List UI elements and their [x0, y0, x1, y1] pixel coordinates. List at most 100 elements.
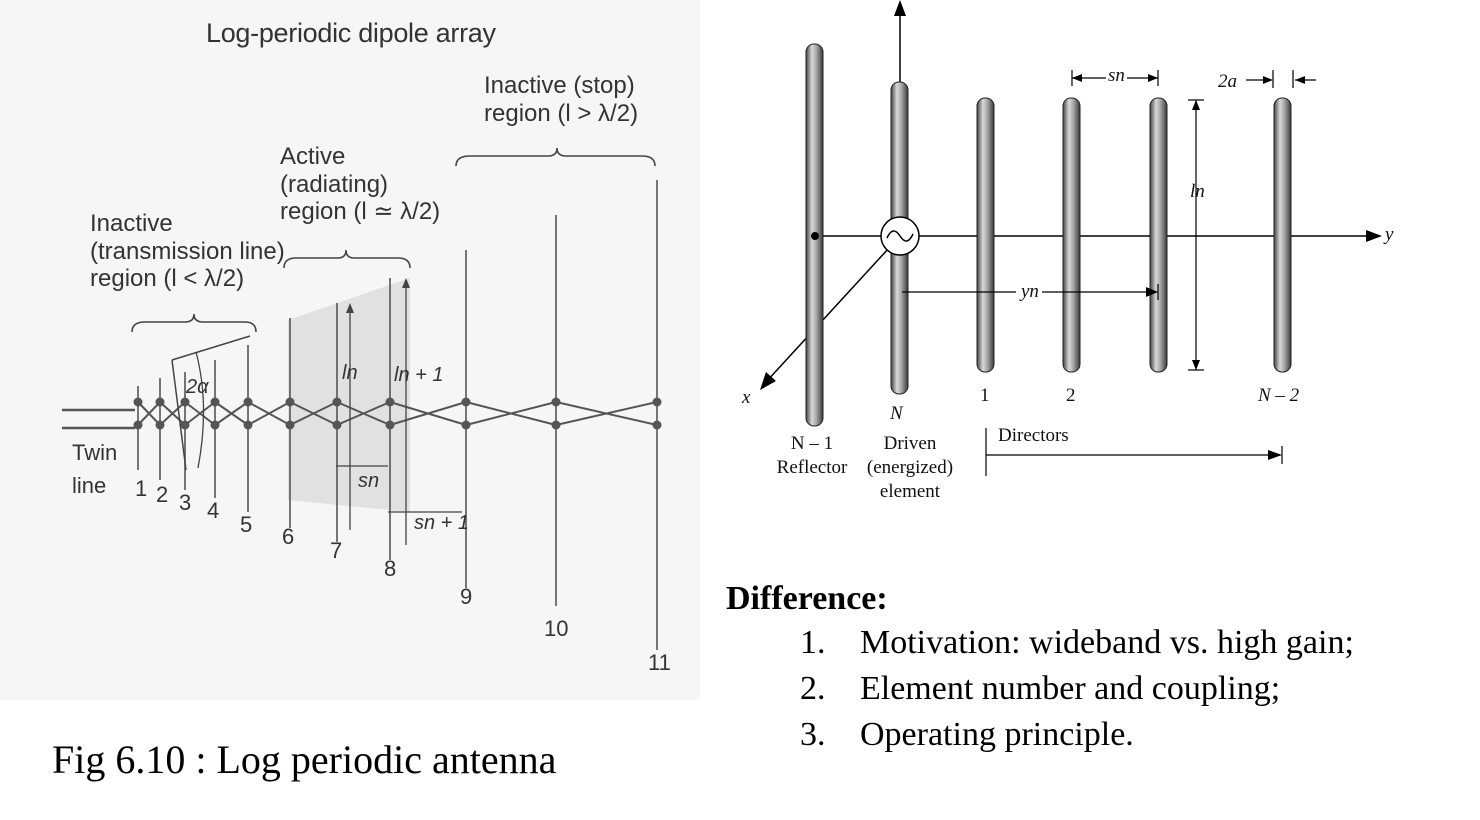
ln-label: ln [1190, 181, 1205, 202]
ln1-label: ln + 1 [394, 364, 444, 386]
active-region-shade [288, 278, 410, 512]
brace-inactive-tl [131, 313, 257, 333]
z-axis-arrow [894, 0, 906, 16]
lpda-feed-node [133, 397, 143, 407]
lpda-crossed-feed-segment [214, 401, 249, 426]
yagi-figure: y x sn 2a ln yn N – 1 Reflector N Driven… [740, 0, 1440, 520]
lpda-crossed-feed-segment [336, 401, 391, 426]
active-line3: region (l ≃ λ/2) [280, 198, 441, 226]
lpda-feed-node [332, 420, 342, 430]
active-region-label: Active (radiating) region (l ≃ λ/2) [280, 143, 440, 226]
director-n2-label: N – 2 [1258, 385, 1300, 406]
lpda-crossed-feed [137, 401, 658, 426]
element-number: 8 [384, 556, 397, 581]
lpda-feed-node [285, 397, 295, 407]
lpda-feed-node [385, 397, 395, 407]
twin-line2: line [72, 473, 107, 499]
lpda-feed-node [551, 420, 561, 430]
director-rod-2 [1062, 97, 1081, 373]
active-line1: Active [280, 143, 346, 170]
driven-line2: (energized) [866, 456, 954, 478]
director-rod-n2 [1273, 97, 1292, 373]
x-axis-arrow [760, 372, 776, 390]
reflector-label: N – 1 Reflector [762, 432, 862, 480]
list-text: Operating principle. [860, 716, 1134, 753]
lpda-feed-node [461, 420, 471, 430]
directors-label: Directors [998, 425, 1069, 446]
list-number: 2. [800, 670, 826, 707]
inactive-stop-label: Inactive (stop) region (l > λ/2) [484, 72, 638, 127]
reflector-junction-dot [811, 232, 819, 240]
lpda-diagram [62, 147, 662, 650]
lpda-feed-node [551, 397, 561, 407]
element-number: 11 [648, 650, 671, 675]
director-rod-3 [1149, 97, 1168, 373]
lpda-feed-node [180, 397, 190, 407]
director-rod-1 [976, 97, 995, 373]
director-2-label: 2 [1066, 385, 1076, 406]
alpha-arc [195, 351, 205, 469]
inactive-stop-line2: region (l > λ/2) [484, 99, 639, 127]
alpha-label: 2α [186, 376, 209, 398]
lpda-figure: Log-periodic dipole array Inactive (stop… [0, 0, 700, 700]
active-line2: (radiating) [280, 170, 389, 198]
inactive-tl-line1: Inactive [90, 210, 173, 237]
twin-line1: Twin [72, 440, 118, 465]
ln1-arrow-top [402, 278, 410, 288]
brace-active [283, 249, 411, 269]
list-number: 1. [800, 624, 826, 661]
lpda-feed-node [461, 397, 471, 407]
list-number: 3. [800, 716, 826, 753]
element-number: 1 [135, 476, 148, 501]
ln-label: ln [342, 362, 358, 384]
difference-title: Difference: [726, 580, 888, 617]
reflector-index: N – 1 [790, 433, 834, 454]
yn-label: yn [1021, 281, 1039, 302]
sn1-label: sn + 1 [414, 512, 470, 534]
lpda-crossed-feed-segment [555, 401, 658, 426]
director-1-label: 1 [980, 385, 990, 406]
element-number: 10 [544, 616, 569, 641]
sn-label: sn [1106, 64, 1127, 88]
list-text: Element number and coupling; [860, 670, 1281, 707]
driven-line1: Driven [883, 433, 937, 454]
lpda-feed-node [332, 397, 342, 407]
lpda-feed-node [652, 420, 662, 430]
source-wave-icon [886, 230, 914, 242]
lpda-feed-node [180, 420, 190, 430]
driven-label: Driven (energized) element [858, 432, 962, 503]
lpda-crossed-feed-segment [159, 401, 186, 426]
element-number: 4 [207, 498, 220, 523]
y-axis-arrow [1366, 230, 1382, 242]
lpda-crossed-feed-segment [247, 401, 291, 426]
figure-caption: Fig 6.10 : Log periodic antenna [52, 737, 557, 782]
two-a-label: 2a [1218, 71, 1237, 92]
lpda-feed-node [385, 420, 395, 430]
lpda-crossed-feed-segment [389, 401, 467, 426]
list-text: Motivation: wideband vs. high gain; [860, 624, 1354, 661]
lpda-crossed-feed-segment [289, 401, 338, 426]
lpda-elements [133, 180, 662, 650]
ln-arrow-top [346, 303, 354, 313]
alpha-line-lower [171, 359, 187, 471]
reflector-name: Reflector [776, 456, 848, 478]
lpda-feed-node [210, 420, 220, 430]
brace-inactive-stop [455, 147, 656, 167]
element-number: 6 [282, 524, 295, 549]
inactive-stop-line1: Inactive (stop) [484, 72, 635, 99]
lpda-feed-node [243, 420, 253, 430]
x-axis-label: x [742, 387, 751, 408]
inactive-tl-line3: region (l < λ/2) [90, 265, 245, 293]
driven-index: N [890, 403, 903, 424]
lpda-feed-node [155, 420, 165, 430]
lpda-feed-node [210, 397, 220, 407]
element-number: 7 [330, 538, 343, 563]
lpda-crossed-feed-segment [184, 401, 216, 426]
lpda-feed-node [285, 420, 295, 430]
element-number: 3 [179, 490, 192, 515]
lpda-crossed-feed-segment [465, 401, 557, 426]
inactive-tl-label: Inactive (transmission line) region (l <… [90, 210, 285, 293]
lpda-feed-node [652, 397, 662, 407]
inactive-tl-line2: (transmission line) [90, 237, 285, 265]
element-number: 5 [240, 512, 253, 537]
